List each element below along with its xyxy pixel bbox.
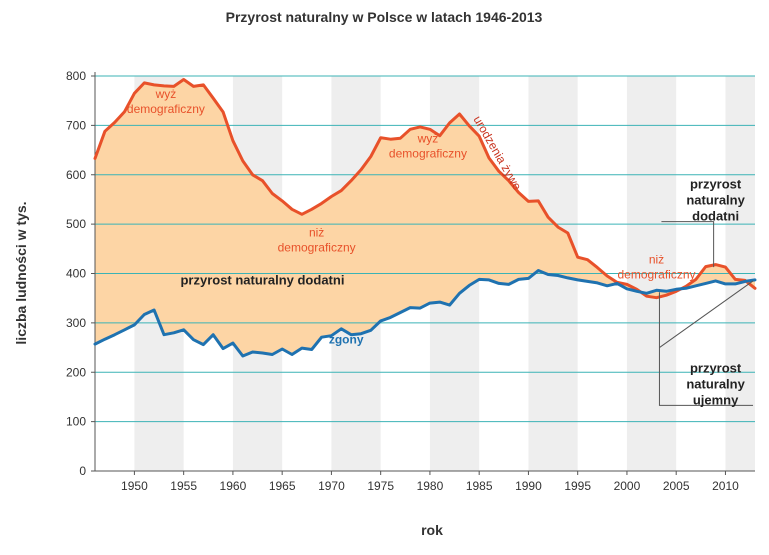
y-tick-label: 100 [66, 415, 86, 429]
births-line [93, 78, 757, 300]
chart-title: Przyrost naturalny w Polsce w latach 194… [226, 9, 543, 25]
y-tick-label: 300 [66, 316, 86, 330]
x-tick-label: 1980 [417, 479, 444, 493]
callout-line-negative [658, 292, 754, 406]
x-tick-label: 2010 [712, 479, 739, 493]
annotation-baby-bust-2000s: niż demograficzny [617, 253, 695, 282]
x-tick-label: 2005 [663, 479, 690, 493]
x-tick-label: 1950 [121, 479, 148, 493]
annotation-baby-boom-1980s: wyż demograficzny [389, 132, 467, 161]
x-tick-label: 1985 [466, 479, 493, 493]
x-axis-label: rok [421, 522, 443, 538]
y-axis-label: liczba ludności w tys. [13, 201, 29, 344]
callout-line-negative-diagonal [659, 280, 754, 348]
deaths-line [93, 269, 757, 358]
y-tick-label: 800 [66, 69, 86, 83]
y-tick-label: 400 [66, 267, 86, 281]
x-tick-label: 1995 [564, 479, 591, 493]
natural-increase-area [95, 79, 755, 356]
x-tick-label: 1955 [170, 479, 197, 493]
x-tick-label: 1975 [367, 479, 394, 493]
callout-negative-increase: przyrost naturalny ujemny [686, 360, 745, 407]
annotation-baby-bust-1960s: niż demograficzny [278, 225, 356, 254]
y-tick-label: 200 [66, 365, 86, 379]
x-tick-label: 1960 [220, 479, 247, 493]
callout-line-positive [661, 221, 715, 268]
x-tick-label: 1965 [269, 479, 296, 493]
x-tick-label: 1970 [318, 479, 345, 493]
label-natural-increase-positive: przyrost naturalny dodatni [180, 272, 344, 287]
y-tick-label: 700 [66, 118, 86, 132]
annotation-baby-boom-1950s: wyż demograficzny [127, 87, 205, 116]
x-tick-label: 2000 [614, 479, 641, 493]
callout-positive-increase: przyrost naturalny dodatni [686, 177, 745, 224]
y-tick-label: 0 [79, 464, 86, 478]
x-tick-label: 1990 [515, 479, 542, 493]
y-tick-label: 500 [66, 217, 86, 231]
label-deaths: zgony [329, 333, 364, 347]
y-tick-label: 600 [66, 168, 86, 182]
